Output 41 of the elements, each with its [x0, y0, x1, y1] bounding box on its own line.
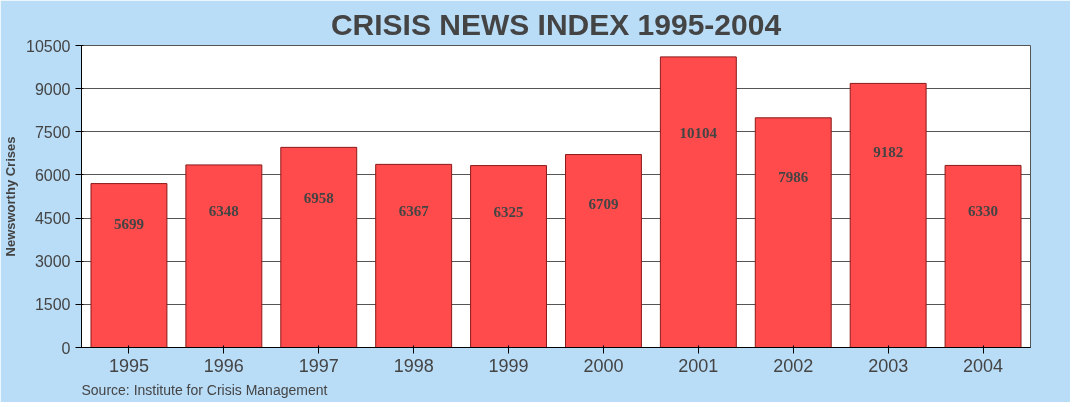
data-label: 10104 [679, 125, 718, 142]
x-tick-label: 2004 [963, 355, 1004, 376]
y-tick-label: 4500 [34, 210, 71, 228]
bar [280, 146, 358, 348]
y-tick-label: 10500 [26, 37, 71, 55]
y-tick-label: 0 [61, 339, 71, 357]
y-axis-title: Newsworthy Crises [3, 136, 19, 257]
source-note: Source: Institute for Crisis Management [81, 381, 328, 398]
data-label: 6348 [208, 203, 239, 220]
y-tick-label: 3000 [34, 253, 71, 271]
data-label: 9182 [873, 144, 904, 161]
x-tick-label: 2000 [583, 355, 624, 376]
y-tick-label: 1500 [34, 296, 71, 314]
bar [754, 117, 832, 348]
bar [470, 165, 548, 348]
bar [564, 154, 642, 348]
bar [185, 164, 263, 348]
data-label: 6958 [303, 190, 334, 207]
bar [375, 163, 453, 348]
x-tick-label: 1995 [108, 355, 149, 376]
data-label: 5699 [113, 216, 144, 233]
x-tick-label: 1996 [203, 355, 244, 376]
y-tick-label: 9000 [34, 80, 71, 98]
data-label: 6709 [588, 195, 619, 212]
x-tick-label: 1997 [298, 355, 339, 376]
bar [849, 82, 927, 348]
data-label: 6330 [968, 203, 999, 220]
x-tick-label: 2002 [773, 355, 814, 376]
bar [944, 164, 1022, 348]
x-tick-label: 2003 [868, 355, 909, 376]
data-label: 7986 [778, 169, 809, 186]
y-tick-label: 7500 [34, 123, 71, 141]
x-tick-label: 2001 [678, 355, 719, 376]
x-tick-label: 1999 [488, 355, 529, 376]
data-label: 6367 [398, 202, 430, 219]
data-label: 6325 [493, 203, 524, 220]
y-tick-label: 6000 [34, 166, 71, 184]
bar [90, 183, 168, 348]
chart-title: CRISIS NEWS INDEX 1995-2004 [330, 7, 782, 41]
bar [659, 56, 737, 348]
x-tick-label: 1998 [393, 355, 434, 376]
